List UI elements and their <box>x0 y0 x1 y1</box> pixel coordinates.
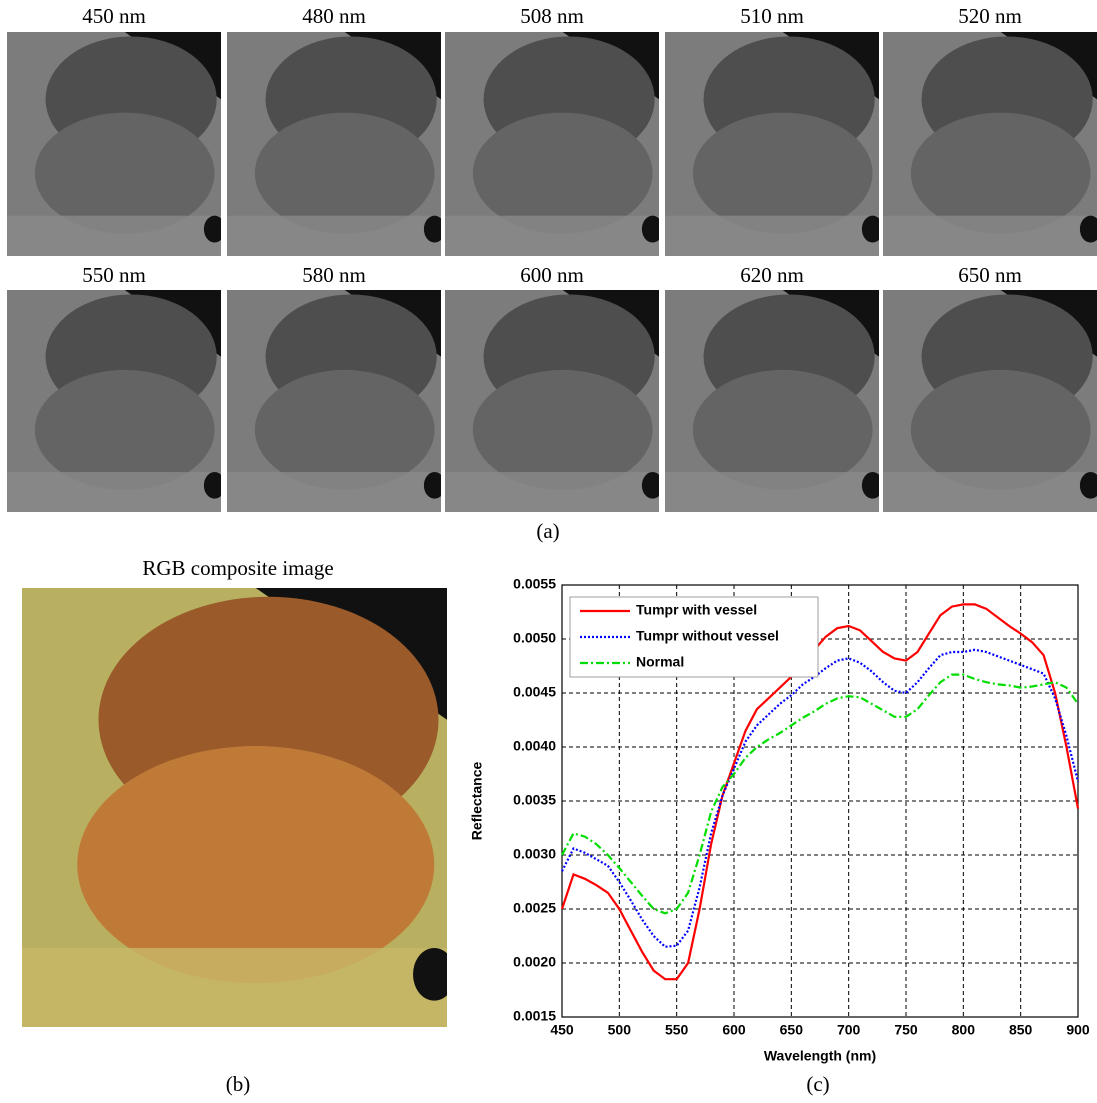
shadow <box>423 215 441 243</box>
y-tick-label: 0.0030 <box>513 846 556 862</box>
image-label: 650 nm <box>958 263 1022 287</box>
tissue-image <box>665 290 879 512</box>
y-tick-label: 0.0055 <box>513 576 556 592</box>
bottom-band <box>22 947 447 1027</box>
lower-tumor <box>910 112 1091 234</box>
shadow <box>1079 472 1097 499</box>
shadow <box>423 472 441 499</box>
shadow <box>1079 215 1097 243</box>
y-tick-label: 0.0040 <box>513 738 556 754</box>
image-label: 450 nm <box>82 4 146 28</box>
caption-b: (b) <box>226 1072 251 1096</box>
plot-frame <box>561 584 1079 1018</box>
tissue-image <box>445 32 659 256</box>
shadow <box>861 215 879 243</box>
x-tick-label: 450 <box>550 1022 574 1038</box>
bottom-band <box>883 215 1097 256</box>
x-tick-label: 900 <box>1066 1022 1090 1038</box>
shadow <box>203 215 221 243</box>
lower-tumor <box>34 112 215 234</box>
tissue-image <box>22 588 447 1027</box>
bottom-band <box>445 472 659 512</box>
x-tick-label: 650 <box>780 1022 804 1038</box>
y-tick-label: 0.0045 <box>513 684 556 700</box>
y-axis-label: Reflectance <box>469 761 485 840</box>
series-line <box>561 673 1079 915</box>
bottom-band <box>665 472 879 512</box>
legend-label: Normal <box>636 654 684 670</box>
y-tick-label: 0.0050 <box>513 630 556 646</box>
lower-tumor <box>692 369 873 490</box>
bottom-band <box>883 472 1097 512</box>
x-tick-label: 500 <box>608 1022 632 1038</box>
shadow <box>641 472 659 499</box>
caption-a: (a) <box>536 519 559 543</box>
legend-label: Tumpr without vessel <box>636 628 779 644</box>
series-line <box>560 603 1080 981</box>
panel-b-title: RGB composite image <box>142 556 333 580</box>
lower-tumor <box>77 746 435 984</box>
shadow <box>413 947 447 1001</box>
image-label: 550 nm <box>82 263 146 287</box>
lower-tumor <box>692 112 873 234</box>
image-label: 580 nm <box>302 263 366 287</box>
lower-tumor <box>472 112 653 234</box>
lower-tumor <box>472 369 653 490</box>
bottom-band <box>445 215 659 256</box>
image-label: 510 nm <box>740 4 804 28</box>
x-tick-label: 800 <box>952 1022 976 1038</box>
image-label: 508 nm <box>520 4 584 28</box>
x-tick-label: 550 <box>665 1022 689 1038</box>
image-label: 620 nm <box>740 263 804 287</box>
caption-c: (c) <box>806 1072 829 1096</box>
lower-tumor <box>910 369 1091 490</box>
shadow <box>861 472 879 499</box>
image-label: 520 nm <box>958 4 1022 28</box>
bottom-band <box>7 472 221 512</box>
bottom-band <box>665 215 879 256</box>
x-tick-label: 750 <box>894 1022 918 1038</box>
tissue-image <box>227 32 441 256</box>
image-label: 600 nm <box>520 263 584 287</box>
lower-tumor <box>254 112 435 234</box>
image-label: 480 nm <box>302 4 366 28</box>
legend-label: Tumpr with vessel <box>636 602 757 618</box>
lower-tumor <box>254 369 435 490</box>
y-tick-label: 0.0035 <box>513 792 556 808</box>
tissue-image <box>883 32 1097 256</box>
lower-tumor <box>34 369 215 490</box>
tissue-image <box>665 32 879 256</box>
bottom-band <box>227 215 441 256</box>
tissue-image <box>227 290 441 512</box>
tissue-image <box>7 290 221 512</box>
x-axis-label: Wavelength (nm) <box>764 1048 876 1064</box>
x-tick-label: 600 <box>722 1022 746 1038</box>
tissue-image <box>445 290 659 512</box>
shadow <box>203 472 221 499</box>
x-tick-label: 850 <box>1009 1022 1033 1038</box>
y-tick-label: 0.0020 <box>513 954 556 970</box>
bottom-band <box>7 215 221 256</box>
y-tick-label: 0.0025 <box>513 900 556 916</box>
y-tick-label: 0.0015 <box>513 1008 556 1024</box>
tissue-image <box>883 290 1097 512</box>
tissue-image <box>7 32 221 256</box>
x-tick-label: 700 <box>837 1022 861 1038</box>
shadow <box>641 215 659 243</box>
bottom-band <box>227 472 441 512</box>
